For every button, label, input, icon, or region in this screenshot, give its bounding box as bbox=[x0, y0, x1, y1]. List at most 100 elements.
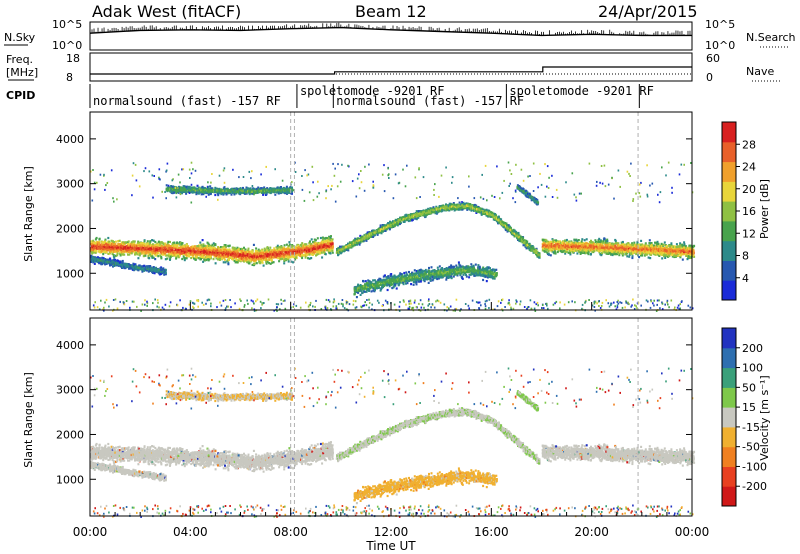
power-cell bbox=[138, 247, 141, 250]
freq-tick-bottom: 8 bbox=[66, 71, 73, 84]
power-cell bbox=[225, 253, 228, 256]
power-cell bbox=[118, 243, 121, 246]
power-cell bbox=[149, 240, 152, 243]
power-cell bbox=[124, 241, 127, 244]
power-cell bbox=[188, 247, 191, 250]
power-cell bbox=[167, 244, 170, 247]
power-cell bbox=[246, 253, 249, 256]
power-cell bbox=[176, 246, 179, 249]
power-cell bbox=[185, 247, 188, 250]
power-cell bbox=[292, 247, 295, 250]
power-cell bbox=[264, 248, 267, 251]
power-cell bbox=[164, 242, 167, 245]
power-cell bbox=[160, 257, 163, 260]
power-cell bbox=[145, 243, 148, 246]
power-cell bbox=[170, 245, 173, 248]
power-cell bbox=[201, 239, 204, 242]
power-cell bbox=[211, 247, 213, 250]
power-cell bbox=[248, 254, 251, 257]
power-cell bbox=[128, 246, 131, 250]
power-cell bbox=[151, 243, 154, 246]
power-cell bbox=[104, 238, 107, 241]
power-cell bbox=[198, 251, 201, 254]
power-cell bbox=[297, 252, 300, 255]
power-cell bbox=[302, 246, 305, 249]
power-cell bbox=[242, 258, 245, 261]
power-cell bbox=[157, 255, 160, 258]
power-cell bbox=[137, 252, 140, 255]
power-cell bbox=[331, 245, 334, 248]
power-cell bbox=[316, 237, 319, 240]
power-cell bbox=[94, 238, 97, 241]
power-cell bbox=[191, 247, 194, 250]
power-cell bbox=[217, 256, 219, 259]
power-cell bbox=[247, 249, 249, 252]
power-cell bbox=[176, 244, 179, 247]
power-cell bbox=[268, 258, 271, 261]
power-cell bbox=[92, 239, 95, 242]
power-cell bbox=[275, 246, 278, 249]
power-cell bbox=[212, 253, 215, 256]
power-cell bbox=[156, 249, 159, 252]
power-cell bbox=[197, 249, 200, 252]
power-cell bbox=[241, 247, 244, 251]
power-cell bbox=[194, 252, 197, 255]
power-cell bbox=[110, 239, 113, 242]
power-cell bbox=[236, 246, 239, 249]
power-cell bbox=[293, 250, 296, 253]
power-cell bbox=[264, 256, 267, 259]
power-cell bbox=[126, 249, 129, 252]
power-cell bbox=[254, 258, 257, 261]
power-cell bbox=[136, 244, 139, 247]
power-cell bbox=[290, 252, 293, 255]
power-cell bbox=[260, 187, 263, 190]
power-cell bbox=[320, 249, 323, 252]
power-cell bbox=[197, 251, 199, 254]
power-cell bbox=[207, 193, 210, 196]
power-cell bbox=[237, 258, 240, 261]
power-cell bbox=[98, 237, 101, 240]
power-cell bbox=[214, 262, 217, 265]
power-cell bbox=[272, 256, 275, 259]
power-cell bbox=[102, 241, 105, 244]
power-cell bbox=[203, 247, 206, 250]
power-cell bbox=[169, 247, 172, 250]
power-cell bbox=[120, 246, 123, 249]
power-cell bbox=[275, 255, 278, 258]
power-cell bbox=[149, 243, 151, 246]
power-cell bbox=[116, 254, 119, 257]
power-cell bbox=[234, 261, 237, 264]
power-cell bbox=[97, 242, 100, 245]
power-cell bbox=[294, 258, 297, 261]
power-cell bbox=[180, 252, 183, 255]
power-cell bbox=[141, 251, 144, 254]
freq-trace bbox=[90, 66, 692, 75]
power-cell bbox=[133, 240, 136, 243]
power-cell bbox=[185, 243, 188, 246]
power-cell bbox=[243, 251, 246, 254]
power-cell bbox=[145, 252, 147, 255]
power-cell bbox=[276, 244, 279, 247]
power-cell bbox=[236, 252, 239, 255]
power-cell bbox=[173, 253, 176, 256]
power-cell bbox=[300, 245, 303, 248]
power-cell bbox=[256, 256, 259, 259]
power-cell bbox=[270, 259, 273, 262]
power-cell bbox=[218, 248, 221, 251]
power-cell bbox=[149, 247, 152, 250]
power-cell bbox=[212, 246, 215, 250]
power-cell bbox=[249, 256, 252, 259]
power-cell bbox=[411, 219, 414, 222]
power-cell bbox=[215, 257, 218, 260]
power-cell bbox=[147, 242, 150, 245]
power-cell bbox=[379, 224, 382, 227]
power-cell bbox=[200, 243, 203, 246]
power-cell bbox=[244, 255, 247, 258]
power-cell bbox=[113, 248, 116, 251]
power-cell bbox=[152, 239, 155, 242]
power-cell bbox=[107, 236, 110, 240]
power-cell bbox=[94, 251, 97, 254]
power-cell bbox=[291, 244, 294, 247]
power-cell bbox=[295, 256, 298, 259]
